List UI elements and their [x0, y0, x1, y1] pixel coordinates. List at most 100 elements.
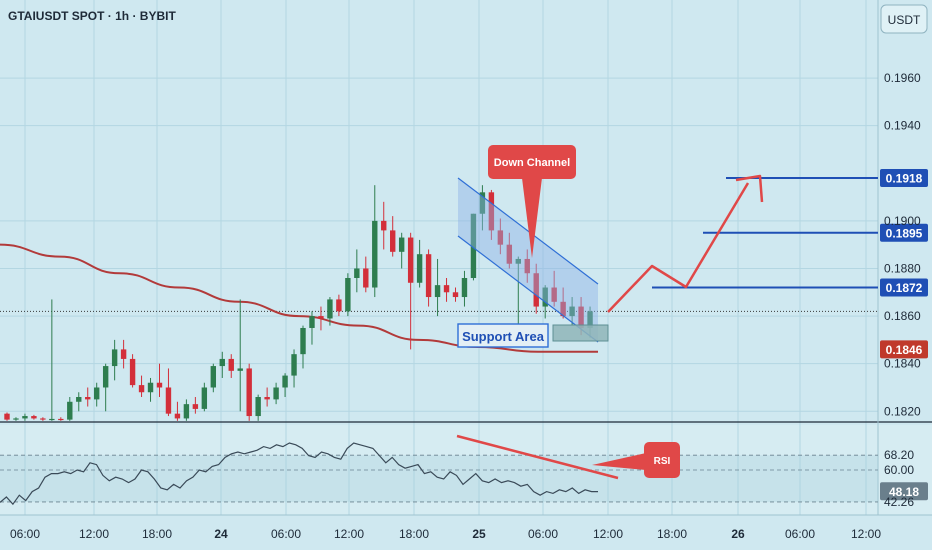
candle[interactable] [228, 358, 234, 371]
level-badge[interactable] [880, 169, 928, 188]
time-axis[interactable]: 06:00 12:00 18:00 24 06:00 12:00 18:00 25 06:00 1… [10, 527, 881, 541]
rsi-current-label: 48.18 [889, 485, 919, 499]
time-tick-label: 18:00 [142, 527, 172, 541]
rsi-pane[interactable]: RSI [0, 434, 878, 506]
rsi-callout[interactable] [644, 442, 680, 478]
currency-button-label[interactable]: USDT [888, 13, 921, 27]
price-tick-label: 0.1960 [884, 71, 921, 85]
candle[interactable] [183, 404, 190, 419]
candle[interactable] [300, 327, 306, 355]
candle[interactable] [4, 413, 10, 420]
time-tick-label: 12:00 [593, 527, 623, 541]
candle[interactable] [58, 418, 64, 421]
candle[interactable] [327, 299, 333, 319]
time-tick-label: 06:00 [271, 527, 301, 541]
support-area[interactable]: Support Area [457, 323, 609, 348]
candle[interactable] [102, 366, 109, 388]
candle[interactable] [569, 306, 575, 317]
rsi-current-badge[interactable] [880, 482, 928, 501]
candle[interactable] [354, 268, 360, 279]
candle[interactable] [542, 287, 548, 307]
candle[interactable] [470, 213, 477, 279]
candle[interactable] [578, 306, 584, 328]
rsi-line[interactable] [0, 442, 598, 506]
candle[interactable] [587, 311, 593, 328]
candle[interactable] [76, 397, 82, 402]
candle[interactable] [398, 237, 405, 252]
candle[interactable] [273, 387, 279, 400]
candle[interactable] [407, 237, 414, 283]
candle[interactable] [363, 268, 369, 288]
support-label-box[interactable] [457, 323, 549, 348]
candle[interactable] [488, 192, 495, 231]
candle[interactable] [479, 192, 486, 214]
level-badge[interactable] [880, 278, 928, 297]
candle[interactable] [201, 387, 208, 409]
candle[interactable] [174, 413, 181, 419]
time-tick-label: 18:00 [657, 527, 687, 541]
candle[interactable] [264, 397, 270, 400]
candle[interactable] [416, 254, 423, 283]
candle[interactable] [515, 258, 521, 264]
time-tick-label: 06:00 [528, 527, 558, 541]
candle[interactable] [461, 278, 468, 298]
rsi-tick-label: 68.20 [884, 448, 914, 462]
support-zone[interactable] [552, 324, 609, 342]
candle[interactable] [336, 299, 342, 312]
candle[interactable] [309, 316, 315, 328]
candle[interactable] [111, 349, 118, 367]
candle[interactable] [147, 382, 154, 393]
candle[interactable] [31, 416, 37, 419]
candle[interactable] [246, 368, 252, 417]
ma-price-badge[interactable] [880, 340, 928, 359]
candle[interactable] [22, 416, 28, 419]
candle[interactable] [120, 349, 127, 359]
candle[interactable] [165, 387, 172, 414]
candle[interactable] [219, 358, 225, 367]
candle[interactable] [372, 220, 378, 288]
candle[interactable] [497, 230, 504, 245]
candle[interactable] [94, 387, 100, 400]
price-tick-label: 0.1900 [884, 214, 921, 228]
candle[interactable] [524, 258, 530, 274]
candle[interactable] [443, 285, 450, 293]
candle[interactable] [282, 375, 288, 388]
candle[interactable] [85, 397, 91, 400]
level-label: 0.1918 [886, 172, 923, 186]
candle[interactable] [381, 220, 387, 231]
candle[interactable] [390, 230, 396, 252]
level-badge[interactable] [880, 223, 928, 242]
candle[interactable] [506, 244, 513, 264]
forecast-arrow [607, 174, 764, 313]
candle[interactable] [49, 418, 55, 421]
candle[interactable] [291, 354, 297, 376]
currency-button[interactable] [880, 4, 928, 34]
candle[interactable] [210, 366, 217, 388]
candle[interactable] [13, 418, 19, 420]
candle[interactable] [237, 368, 243, 371]
candle[interactable] [551, 287, 557, 302]
candle[interactable] [255, 397, 261, 417]
down-channel-callout[interactable] [488, 145, 576, 179]
candle[interactable] [156, 382, 163, 388]
candle[interactable] [533, 273, 539, 307]
candle[interactable] [452, 292, 459, 298]
candle[interactable] [345, 278, 351, 312]
chart-title: GTAIUSDT SPOT · 1h · BYBIT [8, 9, 176, 23]
price-axis[interactable]: 0.19600.19400.19000.18800.18600.18400.18… [880, 71, 928, 509]
candle[interactable] [138, 385, 145, 393]
candle[interactable] [129, 358, 136, 386]
candle[interactable] [67, 401, 73, 420]
candle[interactable] [560, 301, 566, 317]
time-tick-label: 06:00 [10, 527, 40, 541]
time-tick-label: 18:00 [399, 527, 429, 541]
price-pane-background [0, 0, 932, 422]
candles[interactable] [4, 185, 593, 421]
candle[interactable] [318, 316, 324, 319]
candle[interactable] [425, 254, 432, 298]
price-levels[interactable]: 0.1918 0.1895 0.1872 [652, 169, 928, 297]
candle[interactable] [434, 285, 441, 298]
down-channel[interactable]: Down Channel [457, 145, 599, 343]
candle[interactable] [40, 418, 46, 420]
candle[interactable] [192, 404, 199, 409]
